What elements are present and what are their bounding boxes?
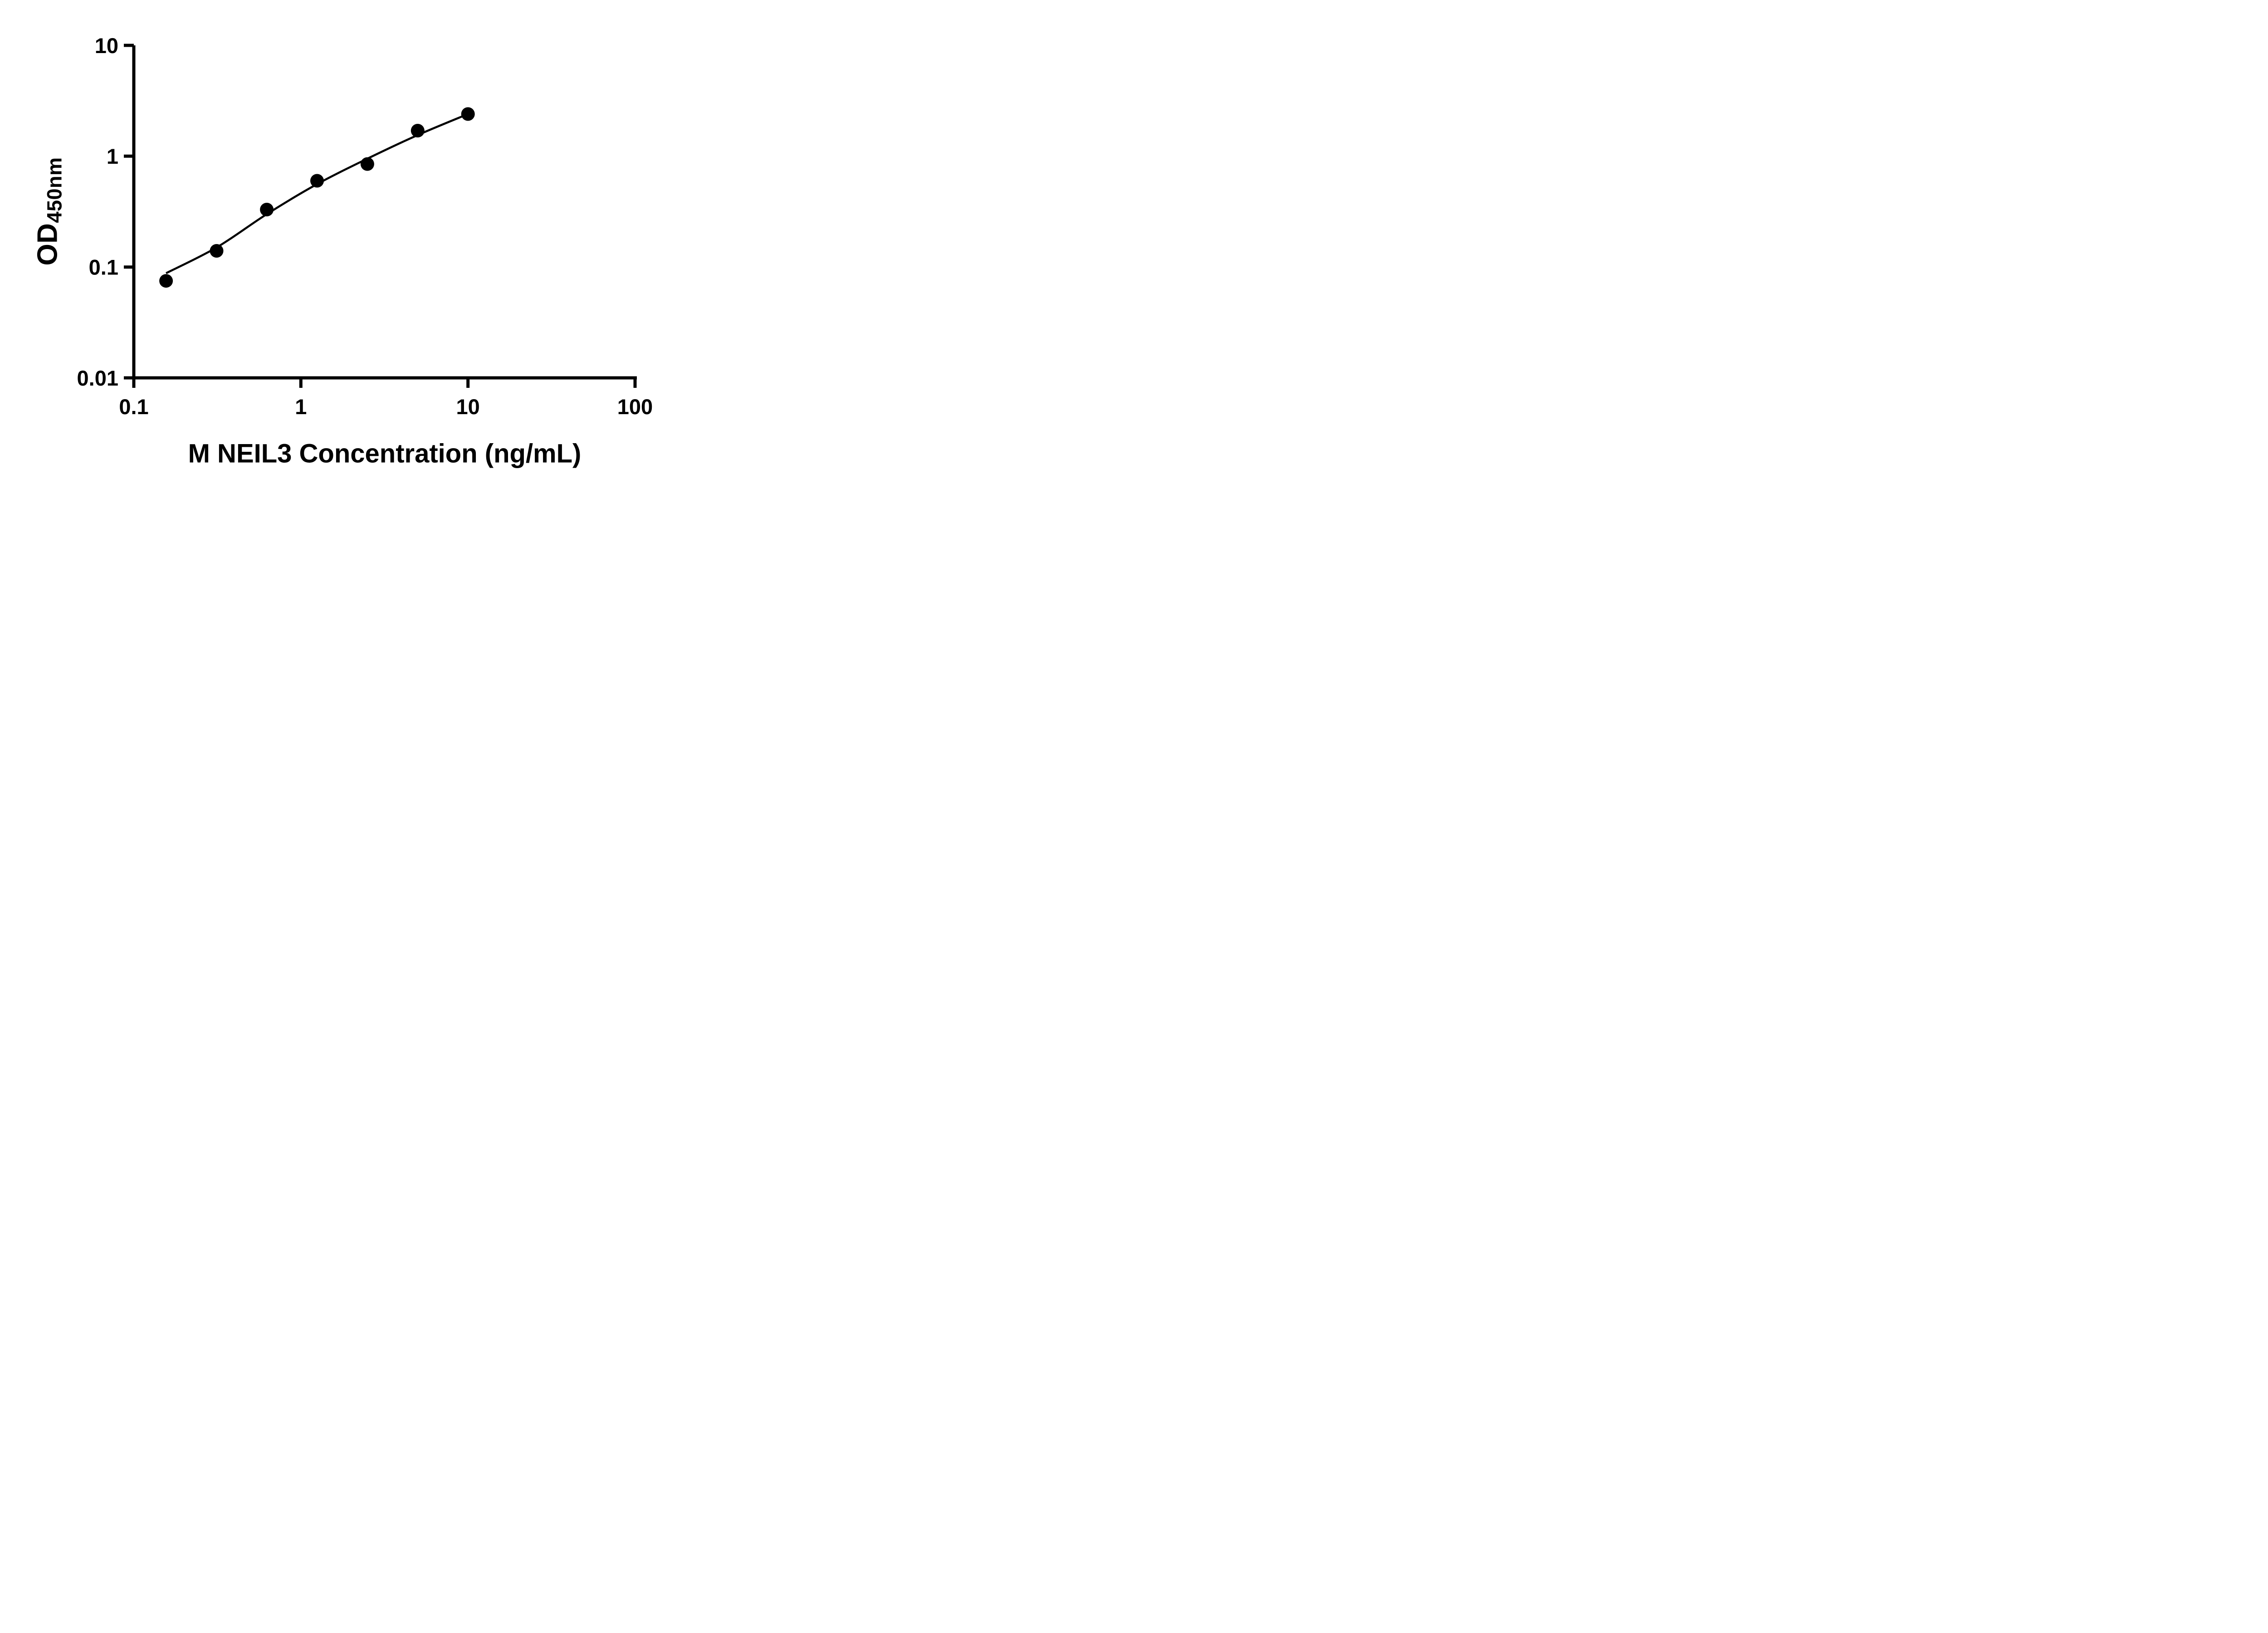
y-tick-label: 10 <box>95 34 118 58</box>
data-point <box>411 124 425 137</box>
y-tick-label: 0.01 <box>77 366 118 390</box>
x-axis-title: M NEIL3 Concentration (ng/mL) <box>188 439 582 469</box>
y-axis-title-subscript: 450nm <box>43 157 66 223</box>
x-tick-label: 100 <box>617 395 653 419</box>
y-tick-label: 1 <box>107 144 118 168</box>
data-point <box>360 157 374 171</box>
data-point <box>159 274 173 288</box>
axis-spine <box>132 45 637 380</box>
x-tick-label: 10 <box>456 395 480 419</box>
data-point <box>461 107 475 121</box>
y-axis-title: OD450nm <box>32 157 66 266</box>
y-axis-title-main: OD <box>32 223 64 266</box>
x-tick-label: 0.1 <box>119 395 148 419</box>
data-point <box>260 203 274 216</box>
y-tick-label: 0.1 <box>89 255 118 279</box>
data-point <box>210 244 224 258</box>
figure: 0.01 0.1 1 10 0.1 1 10 100 OD450nm M NEIL3 Conc… <box>0 0 700 490</box>
x-tick-label: 1 <box>295 395 307 419</box>
data-point <box>310 174 324 188</box>
